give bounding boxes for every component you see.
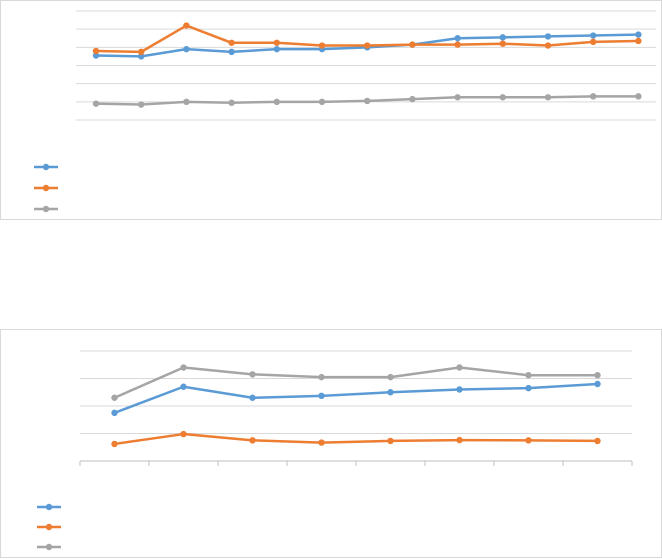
- chart-bottom-series-3-point: [180, 364, 187, 371]
- chart-bottom-series-2-point: [387, 437, 394, 445]
- chart-top-series-1-point: [544, 33, 552, 40]
- chart-bottom-series-2: [111, 430, 601, 448]
- chart-top-series-3-point: [544, 94, 552, 101]
- chart-bottom-series-1-point: [594, 380, 601, 388]
- chart-bottom-legend: [37, 503, 61, 551]
- chart-bottom-series-1-point: [387, 389, 394, 396]
- chart-top-series-1-point: [138, 53, 145, 60]
- chart-bottom-series-3-point: [318, 373, 325, 381]
- chart-bottom-series-2-point: [249, 437, 256, 444]
- chart-bottom-legend-entry-1: [37, 503, 61, 511]
- chart-bottom-series-2-point: [111, 440, 118, 448]
- chart-bottom-series-1-point: [318, 392, 325, 400]
- chart-top-series-3-point: [318, 98, 326, 106]
- chart-top-series-1-point: [454, 35, 461, 42]
- chart-top-series-1-point: [635, 31, 642, 38]
- chart-top-series-3-point: [590, 93, 597, 100]
- chart-top-series-2: [92, 22, 642, 56]
- chart-top-series-1-point: [183, 45, 190, 53]
- chart-bottom-gridlines: [80, 350, 632, 462]
- chart-top-series-2-point: [92, 47, 100, 55]
- chart-top-legend-entry-2: [34, 184, 58, 192]
- chart-top-series-2-point: [228, 39, 235, 46]
- chart-bottom-plot: [37, 350, 633, 551]
- chart-top-series-3-point: [635, 93, 642, 100]
- chart-top-series-2-point: [544, 42, 552, 49]
- chart-bottom-series-1-point: [111, 409, 118, 417]
- chart-bottom-series-3-point: [111, 394, 118, 401]
- line-chart-bottom: [0, 329, 662, 558]
- chart-top-series-2-point: [409, 41, 416, 48]
- chart-bottom-series-2-line: [113, 432, 599, 446]
- chart-top-legend-marker: [42, 163, 50, 171]
- chart-top-plot: [34, 10, 656, 213]
- chart-bottom-legend-marker: [45, 503, 53, 511]
- line-chart-top: [0, 0, 662, 220]
- chart-bottom-series-3-point: [594, 372, 601, 379]
- chart-top-legend: [34, 163, 58, 213]
- chart-bottom-series-2-point: [456, 436, 463, 444]
- chart-top-legend-entry-3: [34, 205, 58, 213]
- chart-bottom-x-ticks: [79, 461, 633, 466]
- chart-bottom-series-1-point: [525, 384, 532, 392]
- chart-top-series-3-point: [228, 99, 235, 106]
- chart-top-series-3: [92, 93, 642, 108]
- chart-bottom-series-3: [111, 364, 601, 401]
- chart-bottom-series-2-point: [180, 430, 187, 438]
- chart-bottom-series-1-line: [113, 382, 599, 415]
- chart-top-series-3-point: [138, 101, 145, 108]
- chart-top-series-1-point: [590, 32, 597, 39]
- chart-top-series-2-point: [635, 37, 642, 45]
- chart-top-legend-marker: [42, 184, 50, 192]
- chart-top-legend-marker: [42, 205, 50, 213]
- chart-top-series-2-point: [364, 42, 371, 49]
- chart-top-series-2-point: [318, 42, 326, 49]
- chart-bottom-legend-entry-2: [37, 523, 61, 531]
- chart-top-series-1-point: [228, 48, 235, 56]
- chart-top-series-1-point: [273, 45, 280, 53]
- chart-top-series-3-point: [454, 94, 461, 101]
- chart-bottom-series-2-point: [525, 437, 532, 444]
- chart-bottom-series-1-point: [180, 383, 187, 390]
- chart-top-series-1-point: [499, 34, 506, 41]
- chart-bottom-series-2-point: [318, 439, 325, 446]
- chart-top-series-2-point: [273, 39, 280, 46]
- chart-bottom-series-3-point: [249, 371, 256, 378]
- chart-bottom-series-3-point: [387, 373, 394, 381]
- chart-top-series-2-point: [138, 48, 145, 56]
- chart-top-series-2-point: [454, 41, 461, 48]
- chart-top-series-2-point: [590, 38, 597, 46]
- chart-top-series-3-point: [364, 97, 371, 105]
- chart-bottom-series-3-point: [456, 364, 463, 371]
- chart-top-series-3-point: [499, 94, 506, 101]
- chart-bottom-series-1-point: [249, 394, 256, 401]
- chart-top-series-3-point: [92, 100, 100, 107]
- chart-top-series-2-point: [183, 22, 190, 29]
- chart-top-series-3-point: [183, 98, 190, 106]
- chart-top-legend-entry-1: [34, 163, 58, 171]
- chart-bottom-legend-marker: [45, 543, 53, 551]
- chart-bottom-series-1-point: [456, 386, 463, 393]
- chart-bottom-legend-entry-3: [37, 543, 61, 551]
- chart-top-series-2-point: [499, 40, 506, 47]
- chart-top-series-3-point: [273, 98, 280, 106]
- chart-bottom-legend-marker: [45, 523, 53, 531]
- chart-bottom-series-1: [111, 380, 601, 417]
- chart-top-series-1-point: [92, 52, 100, 59]
- chart-bottom-series-3-point: [525, 372, 532, 379]
- chart-top-series-3-point: [409, 95, 416, 103]
- chart-bottom-series-3-line: [113, 366, 599, 399]
- chart-bottom-series-2-point: [594, 437, 601, 445]
